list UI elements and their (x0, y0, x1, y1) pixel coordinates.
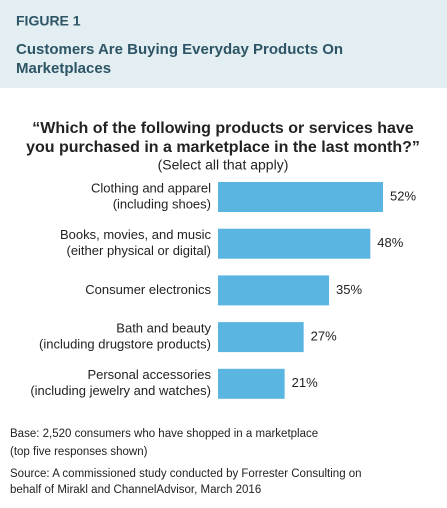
value-label: 48% (377, 235, 403, 250)
question: you purchased in a marketplace in the la… (26, 139, 420, 156)
bar (218, 322, 304, 353)
category-label: (including shoes) (113, 196, 211, 211)
category-label: (including jewelry and watches) (30, 383, 211, 398)
value-label: 21% (292, 375, 318, 390)
category-label: Consumer electronics (85, 282, 211, 297)
category-label: (either physical or digital) (66, 243, 211, 258)
category-label: Books, movies, and music (60, 227, 212, 242)
value-label: 27% (311, 329, 337, 344)
category-label: (including drugstore products) (39, 337, 211, 352)
base-note: (top five responses shown) (10, 446, 148, 458)
bar (218, 182, 383, 212)
chart-title: Marketplaces (16, 60, 111, 77)
question: “Which of the following products or serv… (32, 120, 413, 137)
bar (218, 228, 371, 259)
category-label: Bath and beauty (116, 321, 211, 336)
category-label: Clothing and apparel (91, 180, 211, 195)
bar (218, 275, 330, 306)
source-note: behalf of Mirakl and ChannelAdvisor, Mar… (10, 484, 261, 496)
base-note: Base: 2,520 consumers who have shopped i… (10, 428, 318, 440)
value-label: 52% (390, 188, 416, 203)
chart-title: Customers Are Buying Everyday Products O… (16, 41, 343, 58)
header-background (0, 0, 447, 88)
value-label: 35% (336, 282, 362, 297)
category-label: Personal accessories (87, 367, 211, 382)
bar (218, 368, 285, 399)
figure-label: FIGURE 1 (16, 13, 81, 29)
subtitle: (Select all that apply) (158, 157, 289, 173)
source-note: Source: A commissioned study conducted b… (10, 468, 362, 480)
